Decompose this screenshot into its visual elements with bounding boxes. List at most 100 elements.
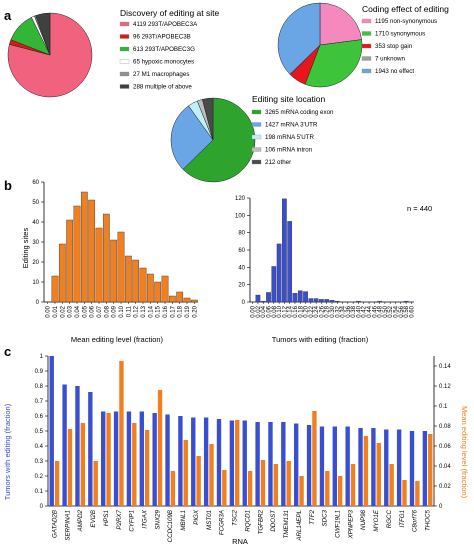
histogram-bar [58,243,66,303]
editing-level-bar [428,434,433,506]
histogram-bar [266,292,271,303]
y-tick-label: 80 [238,231,245,237]
legend-swatch [119,46,130,52]
legend-label: 198 mRNA 5'UTR [265,134,315,141]
hist-tumors-xlabel: Tumors with editing (fraction) [272,335,369,344]
x-tick-label: 0.46 [372,305,378,317]
tumors-fraction-bar [113,411,119,506]
legend-label: 65 hypoxic monocytes [133,59,194,66]
histogram-bar [183,297,191,303]
histogram-bar [255,294,261,303]
legend-swatch [361,68,372,74]
editing-level-bar [299,476,304,506]
histogram-bar [303,291,308,303]
tumors-fraction-bar [126,411,132,506]
x-tick-label: 0.06 [267,305,273,317]
panel-label-a: a [4,8,12,23]
tumors-fraction-bar [396,429,402,506]
dual-right-ylabel: Mean editing level (fraction) [460,406,469,499]
right-y-tick-label: 0.08 [439,424,451,430]
left-y-tick-label: 0.7 [35,399,44,405]
dual-left-ylabel: Tumors with editing (fraction) [3,403,12,500]
tumors-fraction-bar [216,419,222,506]
editing-level-bar [337,476,343,506]
legend-label: 7 unknown [375,56,405,63]
editing-level-bar [286,461,291,506]
rna-label: CYFIP1 [129,510,136,532]
x-tick-label: 0.50 [383,305,389,317]
tumors-fraction-bar [165,414,170,506]
pie-coding-effect: Coding effect of editing 1195 non-synony… [277,2,449,88]
y-tick-label: 20 [32,260,39,266]
x-tick-label: 0.32 [335,305,341,317]
histogram-bar [66,219,74,303]
histogram-bar [271,266,277,303]
histogram-bar [308,298,314,303]
hist-editing-xlabel: Mean editing level (fraction) [71,335,164,344]
x-tick-label: 0.22 [309,305,315,317]
x-tick-label: 0.19 [185,305,191,317]
x-tick-label: 0.01 [53,305,59,317]
y-tick-label: 10 [32,280,39,286]
histogram-bar [102,213,110,303]
editing-level-bar [363,436,369,506]
editing-level-bar [247,471,253,506]
tumors-fraction-bar [242,420,247,506]
legend-swatch [361,56,372,61]
tumors-fraction-bar [152,413,157,506]
rna-label: SNX29 [154,509,161,529]
left-y-tick-label: 0.3 [35,459,44,465]
tumors-fraction-bar [178,416,183,506]
x-tick-label: 0.15 [156,305,162,317]
left-y-tick-label: 0 [40,504,44,510]
histogram-bar [154,281,162,303]
rna-label: NUP98 [360,509,367,530]
rna-dual-bar-chart: 0 0.1 0.2 0.3 0.4 0.5 0.6 0.7 0.8 0.9 1 0 0.02 0.04 0.… [3,354,469,546]
right-y-tick-label: 0.04 [439,464,451,470]
legend-swatch [119,71,130,77]
pie-slice [7,12,93,98]
x-tick-label: 0.20 [192,305,198,317]
histogram-bar [51,275,59,303]
tumors-fraction-bar [384,429,389,506]
left-y-tick-label: 0.6 [35,414,44,420]
x-tick-label: 0.28 [325,305,331,317]
rna-label: DDOST [270,509,277,532]
editing-level-bar [119,361,124,506]
y-tick-label: 60 [32,180,39,186]
rna-label: MST01 [206,510,213,530]
legend-label: 4119 293T/APOBEC3A [133,21,198,28]
editing-level-bar [273,464,279,506]
editing-level-bar [350,464,356,506]
rna-label: TGFBR2 [257,509,264,534]
histogram-bar [403,300,409,303]
left-y-tick-label: 0.9 [35,369,44,375]
editing-level-bar [170,471,176,506]
pie-slice [277,2,321,75]
x-tick-label: 0.13 [141,305,147,317]
editing-level-bar [196,456,201,506]
right-y-tick-label: 0.06 [439,444,451,450]
histogram-bar [110,239,118,303]
tumors-fraction-bar [75,386,80,506]
rna-label: AMPD2 [77,509,84,532]
rna-label: MYO1E [373,509,380,532]
tumors-fraction-bar [191,417,196,506]
histogram-bar [292,293,298,303]
editing-level-bar [402,480,407,506]
rna-label: HPS1 [103,510,110,526]
tumors-fraction-bar [294,423,299,506]
panel-label-c: c [4,344,11,359]
panel-label-b: b [4,178,12,193]
left-y-tick-label: 0.5 [35,429,44,435]
histogram-bar [297,290,303,303]
legend-label: 212 other [265,159,291,166]
tumors-fraction-bar [409,431,415,506]
rna-label: C8orf76 [412,509,419,532]
x-tick-label: 0.11 [126,305,132,317]
x-tick-label: 0.36 [346,305,352,317]
tumors-fraction-bar [229,420,235,506]
tumors-fraction-bar [255,422,260,506]
rna-label: TMEM131 [283,510,290,539]
rna-label: XPNPEP3 [347,509,354,539]
